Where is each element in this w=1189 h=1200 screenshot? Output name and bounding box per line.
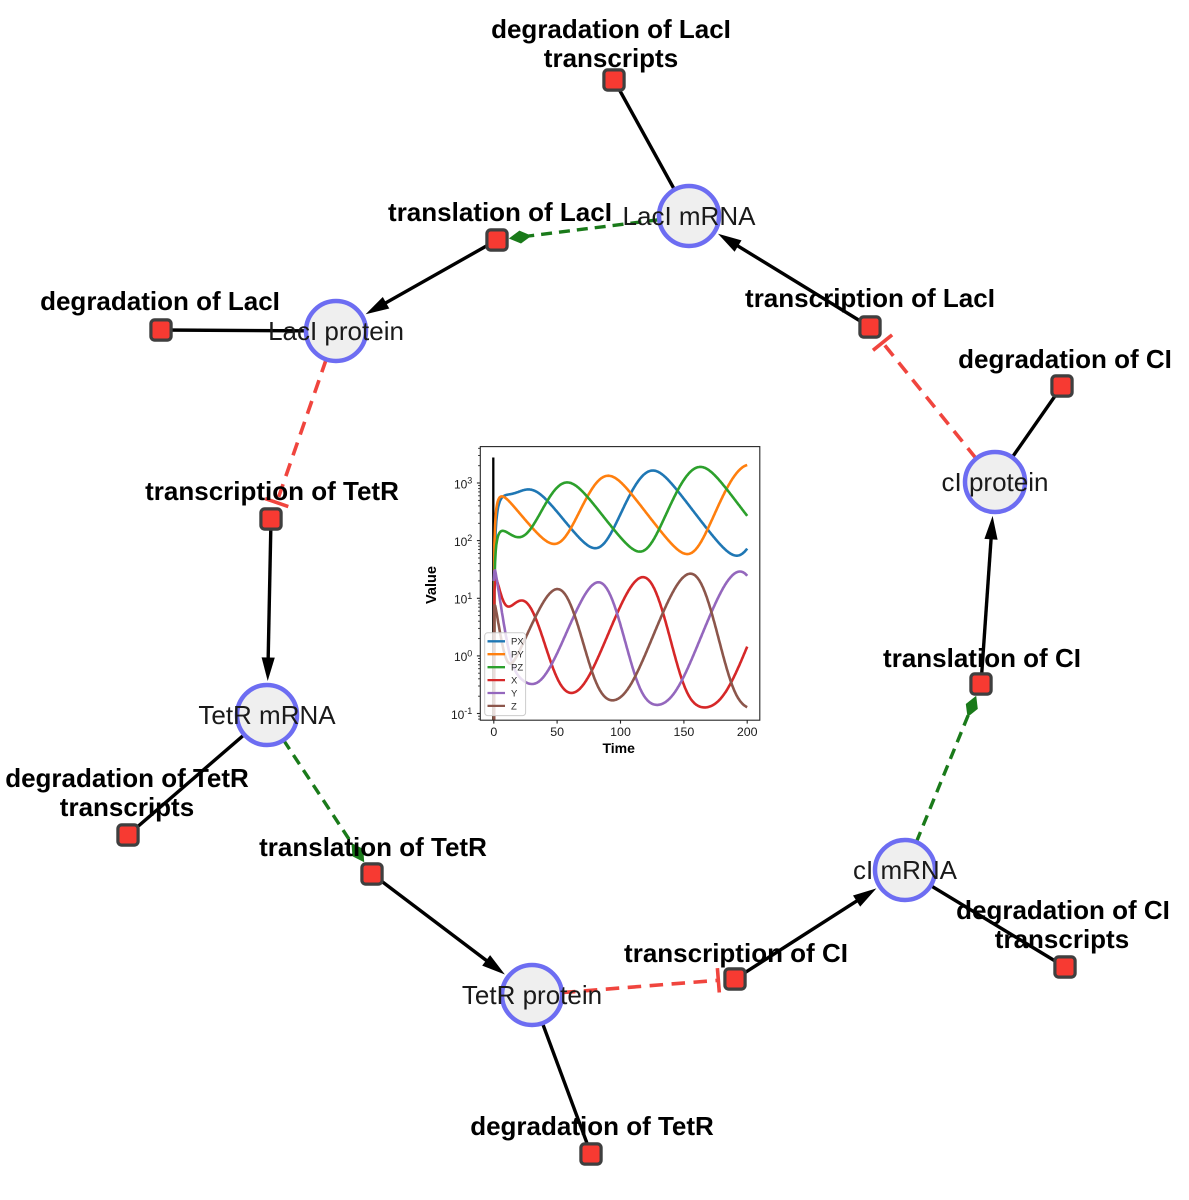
svg-text:transcripts: transcripts [60, 792, 194, 822]
svg-text:transcription of TetR: transcription of TetR [145, 476, 399, 506]
svg-text:TetR protein: TetR protein [462, 980, 602, 1010]
svg-text:LacI protein: LacI protein [268, 316, 404, 346]
svg-text:PX: PX [511, 637, 524, 648]
svg-text:TetR mRNA: TetR mRNA [198, 700, 336, 730]
svg-text:2: 2 [467, 533, 472, 543]
svg-text:PY: PY [511, 650, 524, 661]
svg-text:Time: Time [602, 740, 635, 756]
svg-text:translation of LacI: translation of LacI [388, 197, 612, 227]
svg-text:10: 10 [451, 708, 465, 722]
svg-text:0: 0 [490, 725, 497, 739]
svg-text:degradation of LacI: degradation of LacI [491, 14, 731, 44]
svg-text:X: X [511, 676, 518, 687]
svg-text:cI protein: cI protein [942, 467, 1049, 497]
svg-text:10: 10 [454, 477, 468, 491]
svg-text:translation of CI: translation of CI [883, 643, 1081, 673]
svg-text:degradation of TetR: degradation of TetR [5, 763, 249, 793]
svg-text:transcription of CI: transcription of CI [624, 938, 848, 968]
svg-text:10: 10 [454, 593, 468, 607]
svg-text:degradation of CI: degradation of CI [956, 895, 1170, 925]
svg-text:translation of TetR: translation of TetR [259, 832, 487, 862]
svg-text:3: 3 [467, 476, 472, 486]
svg-text:degradation of LacI: degradation of LacI [40, 286, 280, 316]
svg-text:LacI mRNA: LacI mRNA [623, 201, 757, 231]
svg-text:0: 0 [467, 649, 472, 659]
svg-text:transcripts: transcripts [995, 924, 1129, 954]
svg-text:-1: -1 [464, 706, 472, 716]
svg-text:10: 10 [454, 535, 468, 549]
svg-text:degradation of CI: degradation of CI [958, 344, 1172, 374]
svg-text:Value: Value [424, 566, 440, 604]
svg-text:200: 200 [737, 725, 758, 739]
svg-text:1: 1 [467, 591, 472, 601]
svg-text:Y: Y [511, 688, 518, 699]
svg-text:50: 50 [550, 725, 564, 739]
svg-text:150: 150 [674, 725, 695, 739]
svg-text:10: 10 [454, 650, 468, 664]
svg-text:degradation of TetR: degradation of TetR [470, 1111, 714, 1141]
svg-text:100: 100 [610, 725, 631, 739]
svg-text:transcription of LacI: transcription of LacI [745, 283, 995, 313]
svg-text:cI mRNA: cI mRNA [853, 855, 958, 885]
svg-text:PZ: PZ [511, 663, 523, 674]
svg-text:Z: Z [511, 701, 517, 712]
svg-text:transcripts: transcripts [544, 43, 678, 73]
